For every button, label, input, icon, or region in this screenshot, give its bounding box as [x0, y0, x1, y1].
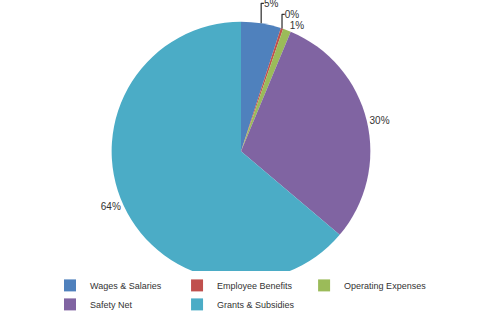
svg-text:Wages & Salaries: Wages & Salaries	[90, 281, 162, 291]
svg-text:Operating Expenses: Operating Expenses	[344, 281, 426, 291]
svg-text:1%: 1%	[290, 20, 305, 31]
svg-text:64%: 64%	[101, 201, 121, 212]
svg-text:30%: 30%	[370, 115, 390, 126]
svg-text:Grants & Subsidies: Grants & Subsidies	[217, 300, 295, 310]
svg-text:Employee Benefits: Employee Benefits	[217, 281, 293, 291]
svg-text:Safety Net: Safety Net	[90, 300, 133, 310]
svg-text:5%: 5%	[264, 0, 279, 9]
svg-text:0%: 0%	[285, 9, 300, 20]
